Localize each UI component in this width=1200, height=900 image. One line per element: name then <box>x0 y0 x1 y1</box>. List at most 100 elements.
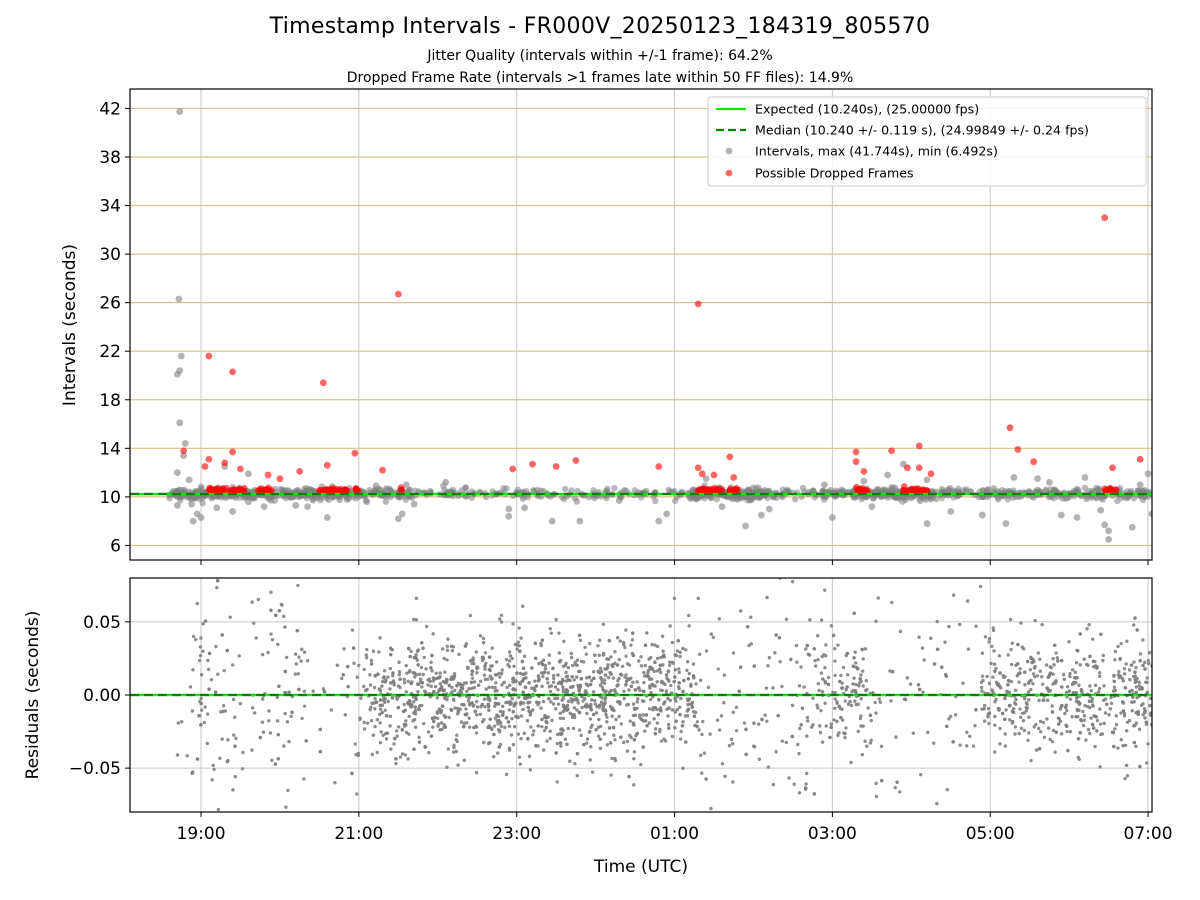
interval-point <box>1010 474 1018 481</box>
residual-point <box>470 672 474 677</box>
residual-point <box>693 723 697 728</box>
residual-point <box>1117 675 1121 680</box>
residual-point <box>489 664 493 668</box>
residual-point <box>618 700 622 704</box>
residual-point <box>407 714 411 718</box>
interval-point <box>765 505 773 513</box>
residual-point <box>435 711 440 715</box>
residual-point <box>585 737 590 741</box>
residual-point <box>392 742 396 746</box>
residual-point <box>836 643 840 647</box>
residual-point <box>670 708 675 712</box>
residual-point <box>508 700 512 704</box>
residual-point <box>737 689 741 693</box>
interval-point <box>1073 514 1081 521</box>
residual-point <box>660 688 664 693</box>
legend: Expected (10.240s), (25.00000 fps)Median… <box>707 96 1147 187</box>
residual-point <box>979 685 984 690</box>
residual-point <box>522 654 527 658</box>
residual-point <box>642 699 646 704</box>
interval-point <box>173 501 181 509</box>
residual-point <box>624 654 628 658</box>
interval-point <box>1105 527 1112 535</box>
residual-point <box>828 735 832 740</box>
residual-point <box>526 736 530 741</box>
residual-point <box>427 677 431 681</box>
residual-point <box>642 680 646 685</box>
residual-point <box>627 677 632 681</box>
residual-point <box>833 659 837 663</box>
residual-point <box>1104 702 1109 706</box>
residual-point <box>790 579 795 584</box>
residual-point <box>277 684 281 688</box>
residual-point <box>668 624 672 628</box>
interval-point <box>177 352 185 360</box>
residual-point <box>864 679 869 683</box>
residual-point <box>1116 673 1121 677</box>
residual-point <box>205 741 209 746</box>
residual-point <box>269 608 273 612</box>
residual-point <box>731 710 735 714</box>
residual-point <box>534 744 538 748</box>
residual-point <box>223 709 228 713</box>
residual-point <box>417 735 421 740</box>
residual-point <box>681 646 685 651</box>
residual-point <box>480 702 484 707</box>
residual-point <box>495 719 499 723</box>
residual-point <box>1135 676 1139 681</box>
residual-point <box>1132 740 1137 745</box>
residual-point <box>609 688 613 693</box>
residual-point <box>373 673 377 678</box>
residual-point <box>1118 656 1123 661</box>
residual-point <box>641 745 645 749</box>
residual-point <box>195 757 200 761</box>
residual-point <box>837 704 841 709</box>
dropped-frame-point <box>713 487 721 495</box>
residual-point <box>583 645 587 650</box>
residual-point <box>493 701 498 705</box>
interval-point <box>442 478 450 486</box>
residual-point <box>378 721 382 725</box>
residual-point <box>1142 706 1147 711</box>
residual-point <box>1038 669 1042 673</box>
residual-point <box>765 719 769 723</box>
residual-point <box>409 705 413 709</box>
residual-point <box>508 683 512 688</box>
residual-point <box>629 643 633 647</box>
residual-point <box>602 732 607 736</box>
residual-point <box>1135 628 1139 632</box>
residual-point <box>992 662 997 666</box>
residual-point <box>802 685 806 689</box>
residual-point <box>437 676 441 680</box>
residual-point <box>378 740 383 745</box>
residual-point <box>1018 667 1022 671</box>
residual-point <box>1089 716 1093 720</box>
residual-point <box>1090 696 1094 701</box>
residual-point <box>540 662 545 667</box>
residual-point <box>648 686 652 690</box>
residual-point <box>258 735 262 740</box>
residual-point <box>660 634 665 638</box>
residual-point <box>302 650 307 654</box>
residual-point <box>1134 744 1138 749</box>
residual-point <box>737 863 740 866</box>
interval-point <box>810 487 817 495</box>
dropped-frame-point <box>343 487 351 495</box>
residual-point <box>752 745 757 749</box>
residual-point <box>1003 744 1007 748</box>
residual-point <box>1079 688 1084 693</box>
residual-point <box>510 696 514 701</box>
residual-point <box>1148 703 1152 708</box>
residual-point <box>300 716 304 721</box>
interval-point <box>702 475 710 483</box>
residual-point <box>814 664 818 668</box>
residual-point <box>302 689 307 693</box>
residual-point <box>608 704 613 709</box>
y-tick-label: 10 <box>99 488 121 508</box>
residual-point <box>202 720 206 725</box>
residual-point <box>974 624 978 628</box>
residual-point <box>290 710 294 714</box>
residual-point <box>698 678 703 683</box>
residual-point <box>215 579 220 583</box>
residual-point <box>1078 632 1082 636</box>
